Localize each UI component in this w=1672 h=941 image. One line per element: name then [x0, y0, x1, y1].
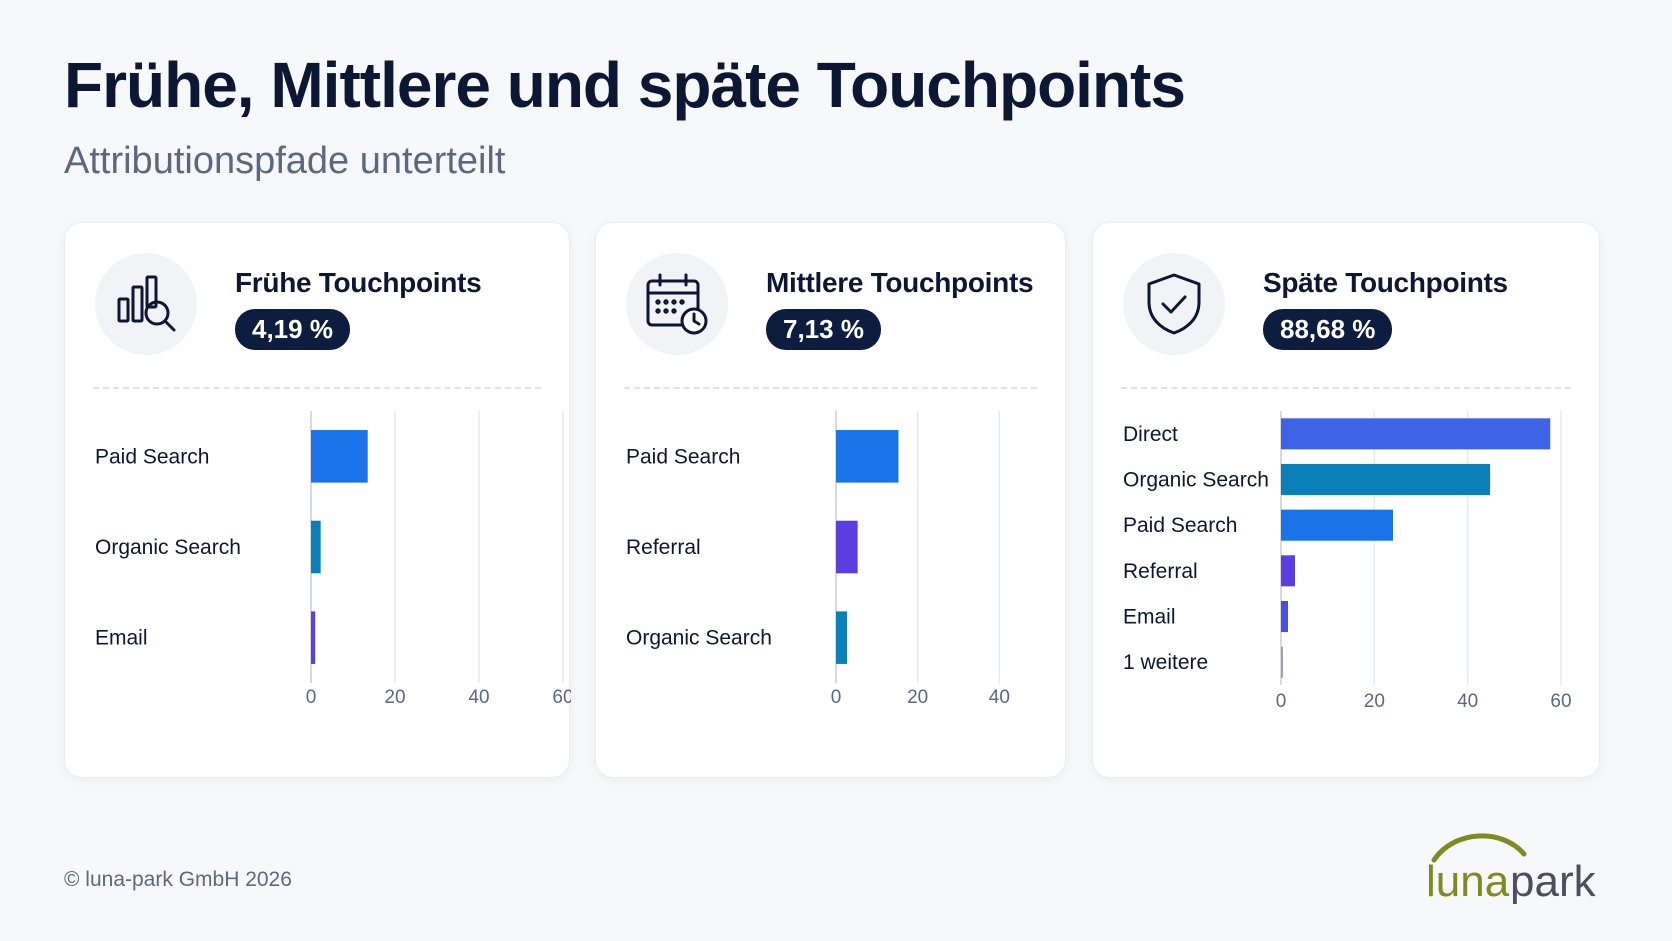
bar	[1281, 600, 1288, 633]
divider	[624, 387, 1037, 389]
bar	[1281, 509, 1393, 541]
percentage-badge: 88,68 %	[1263, 309, 1393, 350]
card-title: Frühe Touchpoints	[235, 267, 482, 298]
percentage-badge: 7,13 %	[766, 309, 881, 350]
bar	[1281, 418, 1551, 450]
x-tick-label: 20	[1364, 691, 1385, 712]
x-tick-label: 0	[1276, 691, 1287, 712]
card-late-touchpoints: Späte Touchpoints 88,68 % 0 20 40 60 Direct O…	[1092, 222, 1600, 778]
x-tick-label: 0	[831, 687, 842, 708]
bar	[836, 611, 848, 664]
card-middle-touchpoints: Mittlere Touchpoints 7,13 % 0204060Paid …	[595, 222, 1066, 778]
card-title: Späte Touchpoints	[1263, 267, 1508, 298]
bar	[1281, 463, 1491, 496]
bar	[836, 430, 899, 483]
category-label: Paid Search	[95, 445, 209, 468]
card-header: Späte Touchpoints 88,68 %	[1093, 223, 1599, 391]
category-label: 1 weitere	[1123, 651, 1208, 674]
copyright-footer: © luna-park GmbH 2026	[64, 868, 292, 891]
category-label: Organic Search	[626, 627, 772, 650]
x-tick-label: 60	[1550, 691, 1571, 712]
x-tick-label: 40	[1457, 691, 1478, 712]
x-tick-label: 40	[989, 687, 1010, 708]
divider	[93, 387, 541, 389]
bar	[311, 430, 368, 483]
bar	[1281, 555, 1295, 587]
page-subtitle: Attributionspfade unterteilt	[64, 140, 506, 182]
x-tick-label: 0	[306, 687, 317, 708]
bar-chart: 0 20 40 60 Direct Organic Search Paid Search Re…	[1123, 411, 1572, 712]
bar	[1281, 646, 1283, 678]
bar	[311, 520, 321, 574]
category-label: Referral	[1123, 560, 1198, 583]
x-tick-label: 20	[907, 687, 928, 708]
bar-chart: 0 20 40 60 Paid Search Organic Search Email	[95, 411, 571, 708]
category-label: Email	[1123, 606, 1176, 629]
percentage-badge: 4,19 %	[235, 309, 350, 350]
category-label: Direct	[1123, 423, 1178, 446]
category-label: Paid Search	[1123, 514, 1237, 537]
bar	[836, 520, 858, 574]
x-tick-label: 20	[384, 687, 405, 708]
category-label: Email	[95, 627, 148, 650]
logo-text-luna: luna	[1426, 857, 1510, 904]
lunapark-logo: luna park	[1426, 833, 1597, 904]
category-label: Referral	[626, 536, 701, 559]
shield-check-icon	[1123, 253, 1225, 355]
category-label: Organic Search	[1123, 469, 1269, 492]
bar	[311, 611, 316, 664]
logo-text-park: park	[1510, 857, 1597, 904]
category-label: Organic Search	[95, 536, 241, 559]
card-early-touchpoints: Frühe Touchpoints 4,19 % 0 20 40 60 Paid Sea…	[64, 222, 571, 778]
x-tick-label: 60	[552, 687, 571, 708]
card-header: Mittlere Touchpoints 7,13 %	[596, 223, 1065, 391]
category-label: Paid Search	[626, 445, 740, 468]
divider	[1121, 387, 1571, 389]
page-title: Frühe, Mittlere und späte Touchpoints	[64, 49, 1186, 121]
bar-chart-search-icon	[95, 253, 197, 355]
card-title: Mittlere Touchpoints	[766, 267, 1034, 298]
x-tick-label: 40	[468, 687, 489, 708]
calendar-clock-icon	[626, 253, 728, 355]
card-header: Frühe Touchpoints 4,19 %	[65, 223, 569, 391]
